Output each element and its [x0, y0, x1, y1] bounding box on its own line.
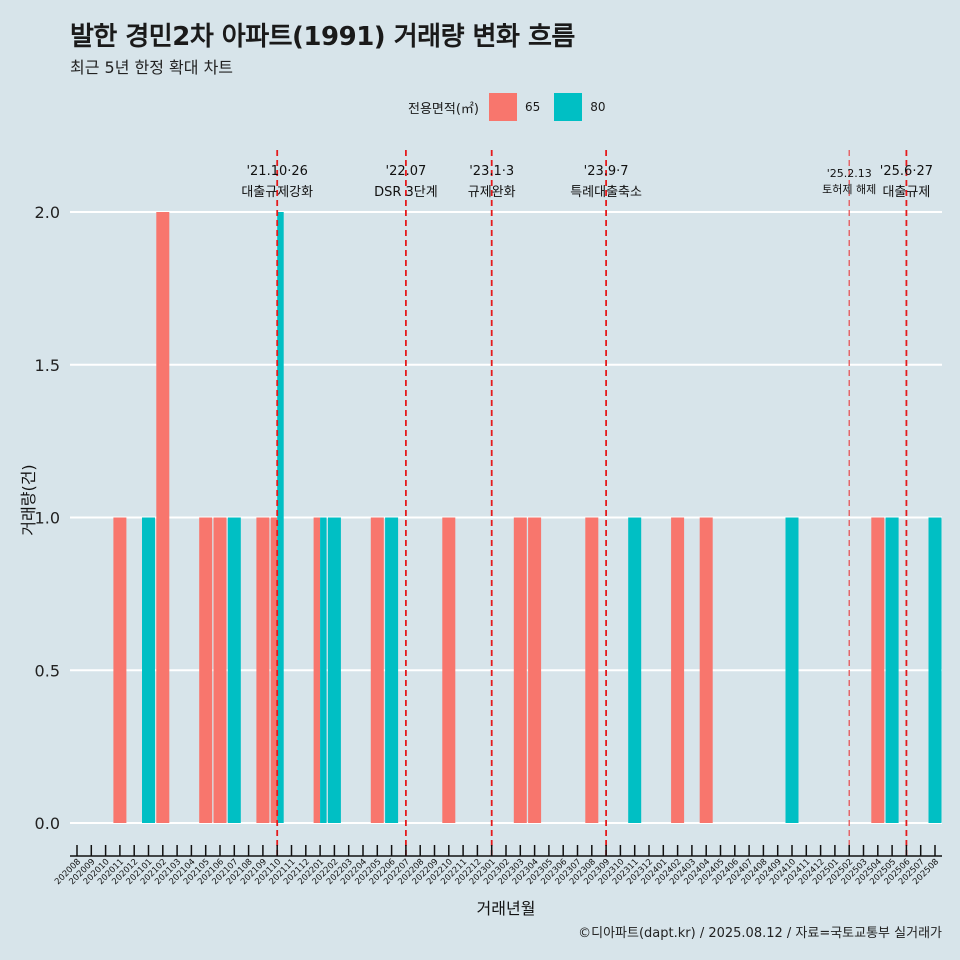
- event-name-label: DSR 3단계: [374, 185, 438, 200]
- event-name-label: 대출규제: [882, 185, 930, 200]
- legend-label-80: 80: [590, 100, 606, 114]
- bar-80-202202: [327, 517, 341, 823]
- bar-80-202201: [320, 517, 327, 823]
- legend-key-65: [488, 93, 517, 121]
- bar-65-202109: [256, 517, 270, 823]
- legend-title: 전용면적(㎡): [408, 101, 479, 117]
- chart-subtitle: 최근 5년 한정 확대 차트: [70, 58, 234, 77]
- bar-65-202303: [513, 517, 527, 823]
- event-date-label: '21.10·26: [246, 164, 307, 179]
- bar-65-202110: [270, 517, 278, 823]
- bar-80-202110: [277, 212, 284, 823]
- bar-65-202308: [585, 517, 599, 823]
- credit-line: ©디아파트(dapt.kr) / 2025.08.12 / 자료=국토교통부 실…: [578, 926, 942, 941]
- bar-65-202504: [871, 517, 885, 823]
- bar-80-202410: [785, 517, 799, 823]
- bar-65-202011: [113, 517, 127, 823]
- legend-key-80: [554, 93, 583, 121]
- bar-65-202404: [699, 517, 713, 823]
- bar-65-202210: [442, 517, 456, 823]
- y-tick-label: 0.5: [35, 661, 60, 680]
- bar-65-202102: [156, 212, 170, 823]
- legend-label-65: 65: [524, 100, 541, 114]
- event-name-label: 규제완화: [468, 185, 516, 200]
- event-date-label: '22.07: [386, 164, 427, 179]
- y-tick-label: 1.0: [35, 509, 60, 528]
- bar-65-202304: [528, 517, 542, 823]
- event-name-label: 토허제 해제: [822, 182, 876, 196]
- bar-80-202508: [928, 517, 942, 823]
- bar-65-202402: [671, 517, 685, 823]
- bar-80-202311: [628, 517, 642, 823]
- bar-80-202107: [227, 517, 241, 823]
- bar-80-202101: [142, 517, 155, 823]
- bar-65-202201: [313, 517, 321, 823]
- event-date-label: '23.1·3: [469, 164, 514, 179]
- chart-title: 발한 경민2차 아파트(1991) 거래량 변화 흐름: [70, 22, 575, 52]
- bar-65-202106: [213, 517, 227, 823]
- event-name-label: 특례대출축소: [570, 185, 642, 200]
- bar-80-202206: [385, 517, 399, 823]
- y-axis-title: 거래량(건): [19, 464, 38, 535]
- x-axis-title: 거래년월: [477, 899, 536, 918]
- y-tick-label: 1.5: [35, 356, 60, 375]
- legend: 전용면적(㎡) 65 80: [408, 92, 620, 122]
- event-date-label: '25.6·27: [880, 164, 933, 179]
- y-tick-label: 2.0: [35, 203, 60, 222]
- event-date-label: '23.9·7: [584, 164, 629, 179]
- y-tick-label: 0.0: [35, 814, 60, 833]
- event-name-label: 대출규제강화: [241, 185, 313, 200]
- bar-65-202205: [370, 517, 384, 823]
- bar-80-202505: [885, 517, 899, 823]
- event-date-label: '25.2.13: [827, 167, 872, 180]
- bar-65-202105: [199, 517, 213, 823]
